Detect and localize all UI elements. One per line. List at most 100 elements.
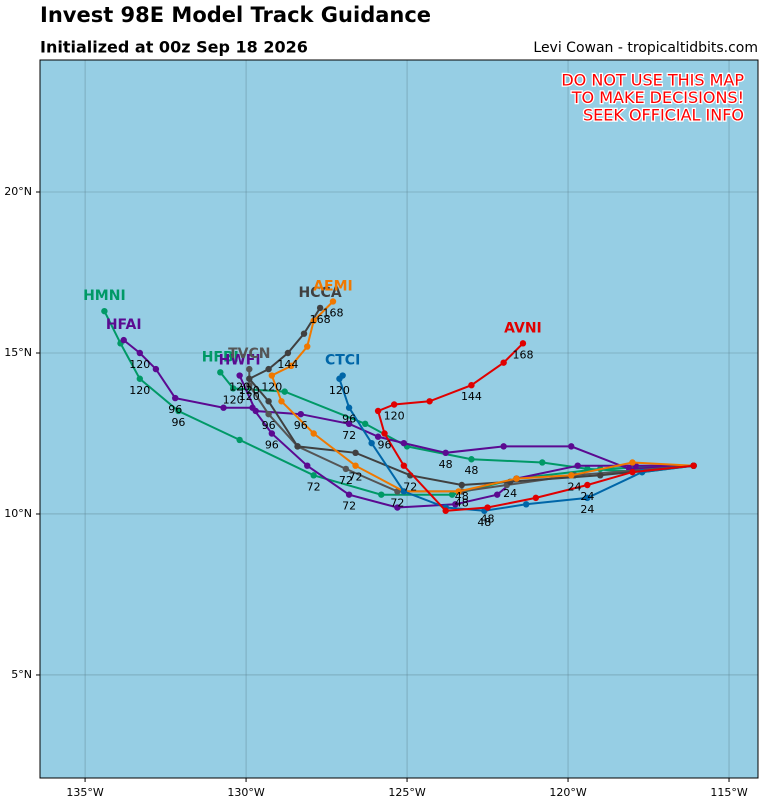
- y-tick-label: 10°N: [4, 507, 32, 520]
- track-point: [584, 465, 591, 473]
- track-point: [500, 359, 507, 366]
- track-point: [584, 481, 591, 489]
- track-point: [374, 407, 382, 415]
- track-point: [390, 401, 398, 408]
- track-point: [532, 494, 540, 502]
- track-point: [172, 394, 179, 402]
- track-point: [629, 468, 636, 476]
- hour-label: 120: [223, 393, 244, 406]
- hour-label: 96: [262, 419, 276, 432]
- hour-label: 144: [461, 390, 482, 403]
- track-point: [452, 501, 459, 508]
- track-point: [316, 304, 324, 312]
- track-point: [361, 420, 369, 428]
- x-tick-label: 115°W: [710, 786, 747, 799]
- x-tick-label: 135°W: [66, 786, 103, 799]
- track-point: [426, 398, 433, 405]
- track-point: [484, 504, 491, 511]
- warning-text: TO MAKE DECISIONS!: [571, 88, 744, 107]
- hour-label: 168: [322, 306, 343, 319]
- model-name: HCCA: [299, 285, 342, 301]
- track-point: [394, 504, 401, 511]
- track-point: [352, 462, 359, 469]
- x-tick-label: 120°W: [549, 786, 586, 799]
- track-point: [690, 462, 697, 469]
- track-point: [584, 494, 591, 502]
- track-point: [220, 404, 227, 411]
- track-point: [342, 465, 350, 473]
- hour-label: 48: [481, 513, 495, 526]
- track-point: [304, 343, 311, 350]
- x-tick-label: 125°W: [388, 786, 425, 799]
- track-point: [368, 439, 375, 447]
- hour-label: 24: [567, 480, 581, 493]
- hour-label: 48: [439, 458, 453, 471]
- track-point: [378, 491, 385, 498]
- track-point: [400, 488, 408, 495]
- hour-label: 72: [307, 480, 321, 493]
- hour-label: 120: [329, 384, 350, 397]
- hour-label: 72: [403, 480, 417, 493]
- credit: Levi Cowan - tropicaltidbits.com: [533, 40, 758, 56]
- model-name: TVCN: [228, 346, 270, 362]
- track-point: [310, 472, 317, 479]
- model-name: HWFI: [219, 353, 261, 369]
- hour-label: 120: [239, 384, 260, 397]
- track-point: [329, 298, 337, 305]
- track-point: [513, 475, 520, 482]
- track-point: [152, 365, 160, 373]
- track-point: [217, 369, 224, 376]
- hour-label: 72: [342, 429, 356, 442]
- track-point: [297, 410, 304, 418]
- track-point: [265, 398, 272, 405]
- track-point: [574, 462, 581, 469]
- track-point: [265, 365, 272, 373]
- track-point: [236, 436, 243, 444]
- track-point: [252, 407, 259, 415]
- warning-text: DO NOT USE THIS MAP: [561, 71, 744, 90]
- track-point: [265, 410, 272, 418]
- track-point: [468, 381, 475, 389]
- track-line: [376, 342, 694, 512]
- track-point: [136, 375, 144, 382]
- warning-text: SEEK OFFICIAL INFO: [583, 106, 744, 125]
- track-point: [120, 336, 127, 344]
- track-point: [175, 407, 182, 415]
- hour-label: 96: [171, 416, 185, 429]
- hour-label: 120: [384, 410, 405, 423]
- hour-label: 96: [294, 419, 308, 432]
- hour-label: 120: [129, 384, 150, 397]
- track-point: [458, 481, 465, 489]
- track-point: [229, 385, 237, 392]
- track-point: [442, 449, 449, 457]
- track-point: [294, 443, 301, 450]
- track-point: [468, 456, 475, 463]
- track-point: [101, 307, 108, 315]
- model-name: AVNI: [504, 320, 542, 336]
- track-point: [345, 420, 353, 428]
- chart-subtitle: Initialized at 00z Sep 18 2026: [40, 38, 308, 57]
- hour-label: 24: [580, 503, 594, 516]
- ocean: [40, 60, 758, 778]
- track-point: [246, 375, 253, 382]
- track-point: [345, 491, 353, 498]
- track-point: [287, 362, 295, 370]
- track-point: [455, 488, 462, 495]
- hour-label: 72: [342, 500, 356, 513]
- track-point: [374, 433, 382, 440]
- hour-label: 120: [261, 381, 282, 394]
- track-point: [268, 430, 276, 437]
- track-point: [352, 449, 359, 457]
- track-point: [442, 507, 449, 514]
- chart-title: Invest 98E Model Track Guidance: [40, 3, 431, 27]
- track-point: [629, 459, 636, 466]
- hour-label: 24: [580, 490, 594, 503]
- hour-label: 120: [239, 390, 260, 403]
- track-point: [304, 462, 311, 469]
- track-point: [310, 317, 317, 324]
- model-name: AEMI: [313, 278, 353, 294]
- track-point: [246, 381, 253, 389]
- hour-label: 48: [477, 516, 491, 529]
